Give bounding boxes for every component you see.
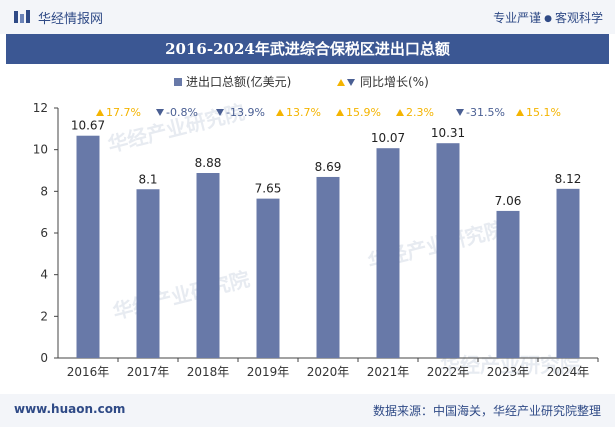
y-tick-label: 6 (40, 226, 48, 240)
watermark: 华经产业研究院 (110, 267, 252, 324)
bar (76, 135, 100, 358)
y-tick-label: 12 (33, 101, 48, 115)
bar (436, 143, 460, 358)
tagline: 专业严谨 ● 客观科学 (493, 9, 603, 26)
bars-group (76, 135, 580, 358)
brand-name: 华经情报网 (38, 12, 104, 27)
bar-value-label: 7.06 (495, 194, 522, 208)
x-tick-label: 2024年 (547, 365, 590, 379)
down-triangle-icon (216, 109, 224, 116)
growth-label: 17.7% (106, 106, 141, 119)
legend-bar-swatch-icon (174, 78, 182, 86)
y-tick-label: 8 (40, 184, 48, 198)
x-tick-label: 2018年 (187, 365, 230, 379)
x-tick-label: 2017年 (127, 365, 170, 379)
legend-growth-label: 同比增长(%) (360, 75, 429, 89)
bar-value-label: 8.12 (555, 172, 582, 186)
growth-label: -31.5% (466, 106, 505, 119)
separator-dot-icon: ● (544, 14, 552, 24)
bar-value-label: 10.31 (431, 126, 465, 140)
bar (496, 210, 520, 358)
down-triangle-icon (456, 109, 464, 116)
x-tick-label: 2016年 (67, 365, 110, 379)
growth-label: 2.3% (406, 106, 434, 119)
legend-down-triangle-icon (347, 79, 355, 86)
legend: 进出口总额(亿美元) 同比增长(%) (174, 74, 429, 89)
growth-label: -13.9% (226, 106, 265, 119)
x-tick-label: 2021年 (367, 365, 410, 379)
bar (256, 198, 280, 358)
down-triangle-icon (156, 109, 164, 116)
huajing-logo-icon (14, 10, 30, 23)
growth-label: 15.9% (346, 106, 381, 119)
growth-label: -0.8% (166, 106, 198, 119)
bar-value-label: 10.67 (71, 119, 105, 133)
up-triangle-icon (96, 109, 104, 116)
x-tick-label: 2019年 (247, 365, 290, 379)
y-tick-label: 2 (40, 309, 48, 323)
legend-bar-label: 进出口总额(亿美元) (186, 74, 291, 89)
legend-up-triangle-icon (337, 79, 345, 86)
bar-value-label: 7.65 (255, 182, 282, 196)
growth-labels-group: 17.7% -0.8% -13.9% 13.7% 15.9% 2.3% -31.5% 15.1… (96, 106, 561, 119)
top-bar: 华经情报网 专业严谨 ● 客观科学 (0, 0, 615, 34)
site-url[interactable]: www.huaon.com (14, 402, 126, 416)
growth-label: 13.7% (286, 106, 321, 119)
bar-chart: 华经产业研究院 华经产业研究院 华经产业研究院 华经产业研究院 进出口总额(亿美… (33, 74, 599, 379)
bar (316, 176, 340, 358)
bar (136, 189, 160, 358)
x-axis-ticks: 2016年 2017年 2018年 2019年 2020年 2021年 2022年 2023年… (67, 358, 599, 379)
y-tick-label: 10 (33, 143, 48, 157)
x-tick-label: 2020年 (307, 365, 350, 379)
bar-value-label: 10.07 (371, 131, 405, 145)
up-triangle-icon (396, 109, 404, 116)
y-tick-label: 0 (40, 351, 48, 365)
bar-labels-group: 10.67 8.1 8.88 7.65 8.69 10.07 10.31 7.06 8.12 (71, 119, 582, 208)
up-triangle-icon (516, 109, 524, 116)
x-tick-label: 2022年 (427, 365, 470, 379)
bar (556, 188, 580, 358)
data-source: 数据来源：中国海关，华经产业研究院整理 (372, 404, 601, 418)
up-triangle-icon (336, 109, 344, 116)
growth-label: 15.1% (526, 106, 561, 119)
bar-value-label: 8.1 (138, 172, 157, 186)
bar (196, 173, 220, 358)
bar (376, 148, 400, 358)
bar-value-label: 8.69 (315, 160, 342, 174)
bottom-bar: www.huaon.com 数据来源：中国海关，华经产业研究院整理 (0, 394, 615, 427)
tagline-part: 专业严谨 (493, 11, 542, 25)
tagline-part: 客观科学 (554, 11, 603, 25)
x-tick-label: 2023年 (487, 365, 530, 379)
up-triangle-icon (276, 109, 284, 116)
chart-title: 2016-2024年武进综合保税区进出口总额 (6, 34, 609, 64)
y-tick-label: 4 (40, 268, 48, 282)
bar-value-label: 8.88 (195, 156, 222, 170)
y-axis-ticks: 0 2 4 6 8 10 12 (33, 101, 58, 365)
